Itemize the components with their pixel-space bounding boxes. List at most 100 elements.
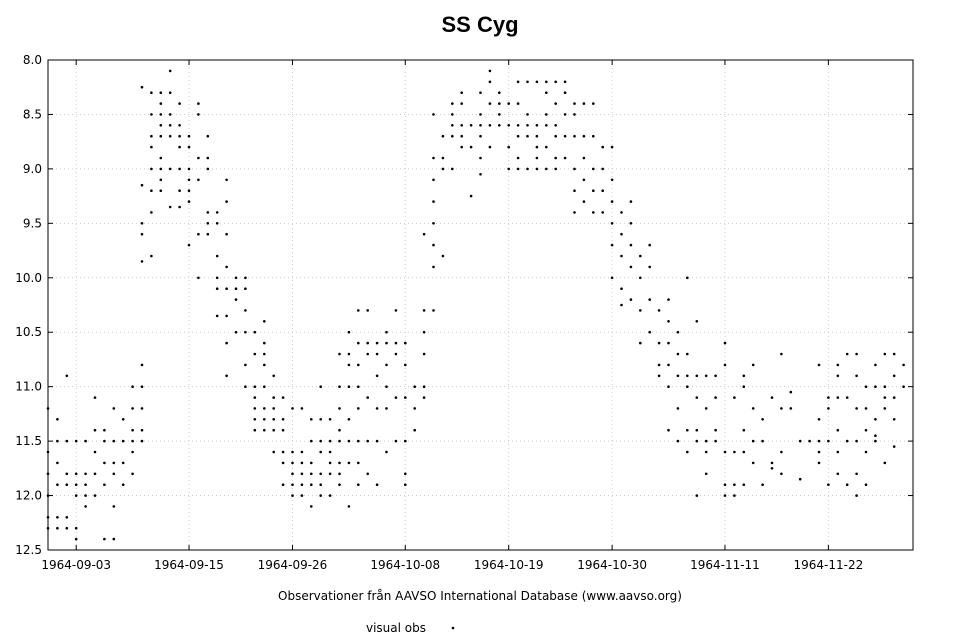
obs-point (798, 439, 802, 443)
obs-point (206, 211, 210, 214)
obs-point (206, 167, 210, 171)
obs-point (817, 363, 821, 367)
obs-point (535, 134, 539, 138)
obs-point (385, 385, 388, 389)
obs-point (676, 352, 680, 356)
obs-point (573, 113, 576, 116)
obs-point (168, 205, 172, 209)
obs-point (479, 113, 482, 116)
obs-point (253, 352, 257, 356)
obs-point (84, 483, 87, 487)
obs-point (206, 222, 210, 225)
obs-point (498, 91, 501, 94)
obs-point (451, 167, 454, 171)
obs-point (394, 396, 398, 399)
obs-point (441, 134, 445, 138)
obs-point (131, 428, 134, 432)
obs-point (629, 200, 633, 203)
obs-point (272, 450, 276, 454)
obs-point (582, 134, 586, 138)
obs-point (751, 363, 755, 367)
obs-point (272, 374, 276, 378)
obs-point (516, 134, 520, 138)
obs-point (836, 363, 840, 367)
obs-point (761, 439, 764, 443)
obs-point (178, 167, 181, 171)
obs-point (714, 396, 717, 399)
obs-point (883, 396, 887, 399)
legend: visual obs (366, 621, 455, 635)
obs-point (535, 145, 539, 149)
obs-point (131, 385, 134, 389)
obs-point (197, 232, 200, 236)
obs-point (74, 472, 78, 476)
obs-point (488, 145, 492, 149)
obs-point (836, 472, 840, 476)
obs-point (723, 341, 727, 345)
obs-point (855, 439, 858, 443)
obs-point (469, 124, 473, 127)
obs-point (291, 472, 294, 476)
obs-point (836, 428, 840, 432)
obs-point (93, 494, 97, 497)
obs-point (545, 124, 548, 127)
obs-point (74, 439, 78, 443)
obs-point (300, 483, 304, 487)
obs-point (338, 352, 341, 356)
obs-point (319, 385, 323, 389)
x-axis-label: Observationer från AAVSO International D… (278, 589, 682, 603)
obs-point (263, 385, 266, 389)
obs-point (836, 450, 840, 454)
obs-point (535, 167, 539, 171)
obs-point (225, 314, 228, 318)
y-tick-label: 10.0 (15, 271, 42, 285)
legend-marker (451, 626, 455, 630)
obs-point (375, 352, 379, 356)
obs-point (733, 494, 736, 497)
obs-point (892, 352, 896, 356)
obs-point (357, 461, 360, 465)
obs-point (695, 439, 699, 443)
obs-point (150, 134, 153, 138)
obs-point (855, 494, 858, 497)
obs-point (892, 445, 896, 448)
obs-point (883, 385, 887, 389)
obs-point (178, 134, 181, 138)
obs-point (902, 385, 905, 389)
obs-point (385, 341, 388, 345)
obs-point (864, 483, 868, 487)
obs-point (479, 156, 482, 160)
obs-point (469, 194, 473, 198)
obs-point (545, 91, 548, 94)
obs-point (197, 156, 200, 160)
obs-point (93, 428, 97, 432)
obs-point (159, 124, 163, 127)
obs-point (601, 211, 604, 214)
obs-point (620, 254, 623, 258)
obs-point (874, 418, 877, 421)
obs-point (263, 320, 266, 323)
obs-point (573, 102, 576, 105)
obs-point (488, 80, 492, 84)
obs-point (714, 439, 717, 443)
obs-point (554, 102, 557, 105)
obs-point (385, 363, 388, 367)
obs-point (366, 396, 370, 399)
obs-point (460, 124, 464, 127)
obs-point (65, 516, 69, 519)
obs-point (140, 183, 144, 187)
obs-point (328, 450, 332, 454)
obs-point (366, 439, 370, 443)
obs-point (526, 167, 529, 171)
obs-point (112, 439, 116, 443)
obs-point (65, 374, 69, 378)
obs-point (159, 178, 163, 182)
obs-point (131, 472, 134, 476)
y-tick-label: 9.0 (23, 162, 42, 176)
obs-point (432, 156, 435, 160)
obs-point (855, 352, 858, 356)
obs-point (281, 483, 285, 487)
obs-point (93, 396, 97, 399)
obs-point (74, 526, 78, 530)
obs-point (159, 134, 163, 138)
